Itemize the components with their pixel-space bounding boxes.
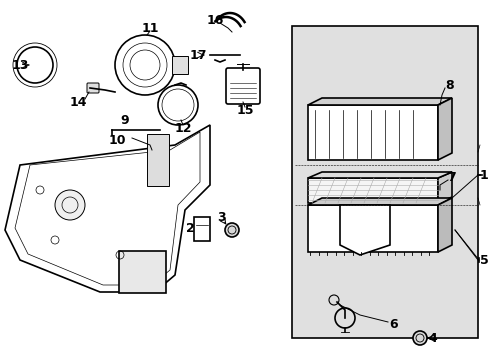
FancyBboxPatch shape	[307, 178, 437, 203]
Circle shape	[55, 190, 85, 220]
Text: 3: 3	[217, 211, 226, 224]
Polygon shape	[437, 172, 451, 203]
Circle shape	[328, 295, 338, 305]
Text: 14: 14	[69, 95, 86, 108]
Circle shape	[224, 223, 239, 237]
Text: 16: 16	[206, 14, 223, 27]
Text: 5: 5	[479, 253, 488, 266]
Circle shape	[115, 35, 175, 95]
FancyBboxPatch shape	[172, 56, 187, 74]
Text: 17: 17	[189, 49, 206, 62]
Polygon shape	[307, 172, 451, 178]
Text: 8: 8	[445, 78, 453, 91]
FancyBboxPatch shape	[147, 134, 169, 186]
Polygon shape	[437, 98, 451, 160]
Polygon shape	[307, 105, 437, 160]
FancyBboxPatch shape	[119, 251, 165, 293]
Polygon shape	[437, 198, 451, 252]
Text: 1: 1	[479, 168, 488, 181]
Circle shape	[412, 331, 426, 345]
Polygon shape	[5, 125, 209, 292]
Text: 4: 4	[428, 332, 436, 345]
Polygon shape	[307, 98, 451, 105]
Text: 11: 11	[141, 22, 159, 35]
Polygon shape	[307, 198, 451, 205]
FancyBboxPatch shape	[225, 68, 260, 104]
Polygon shape	[339, 205, 389, 255]
Text: 12: 12	[174, 122, 191, 135]
Text: 13: 13	[11, 59, 29, 72]
Text: 6: 6	[389, 319, 398, 332]
Text: 15: 15	[236, 104, 253, 117]
Text: 2: 2	[185, 221, 194, 234]
FancyBboxPatch shape	[291, 26, 477, 338]
FancyBboxPatch shape	[194, 217, 209, 241]
FancyBboxPatch shape	[87, 83, 99, 93]
Text: 7: 7	[447, 171, 455, 184]
Text: 9: 9	[121, 113, 129, 126]
Text: 10: 10	[108, 134, 125, 147]
Polygon shape	[307, 205, 437, 252]
